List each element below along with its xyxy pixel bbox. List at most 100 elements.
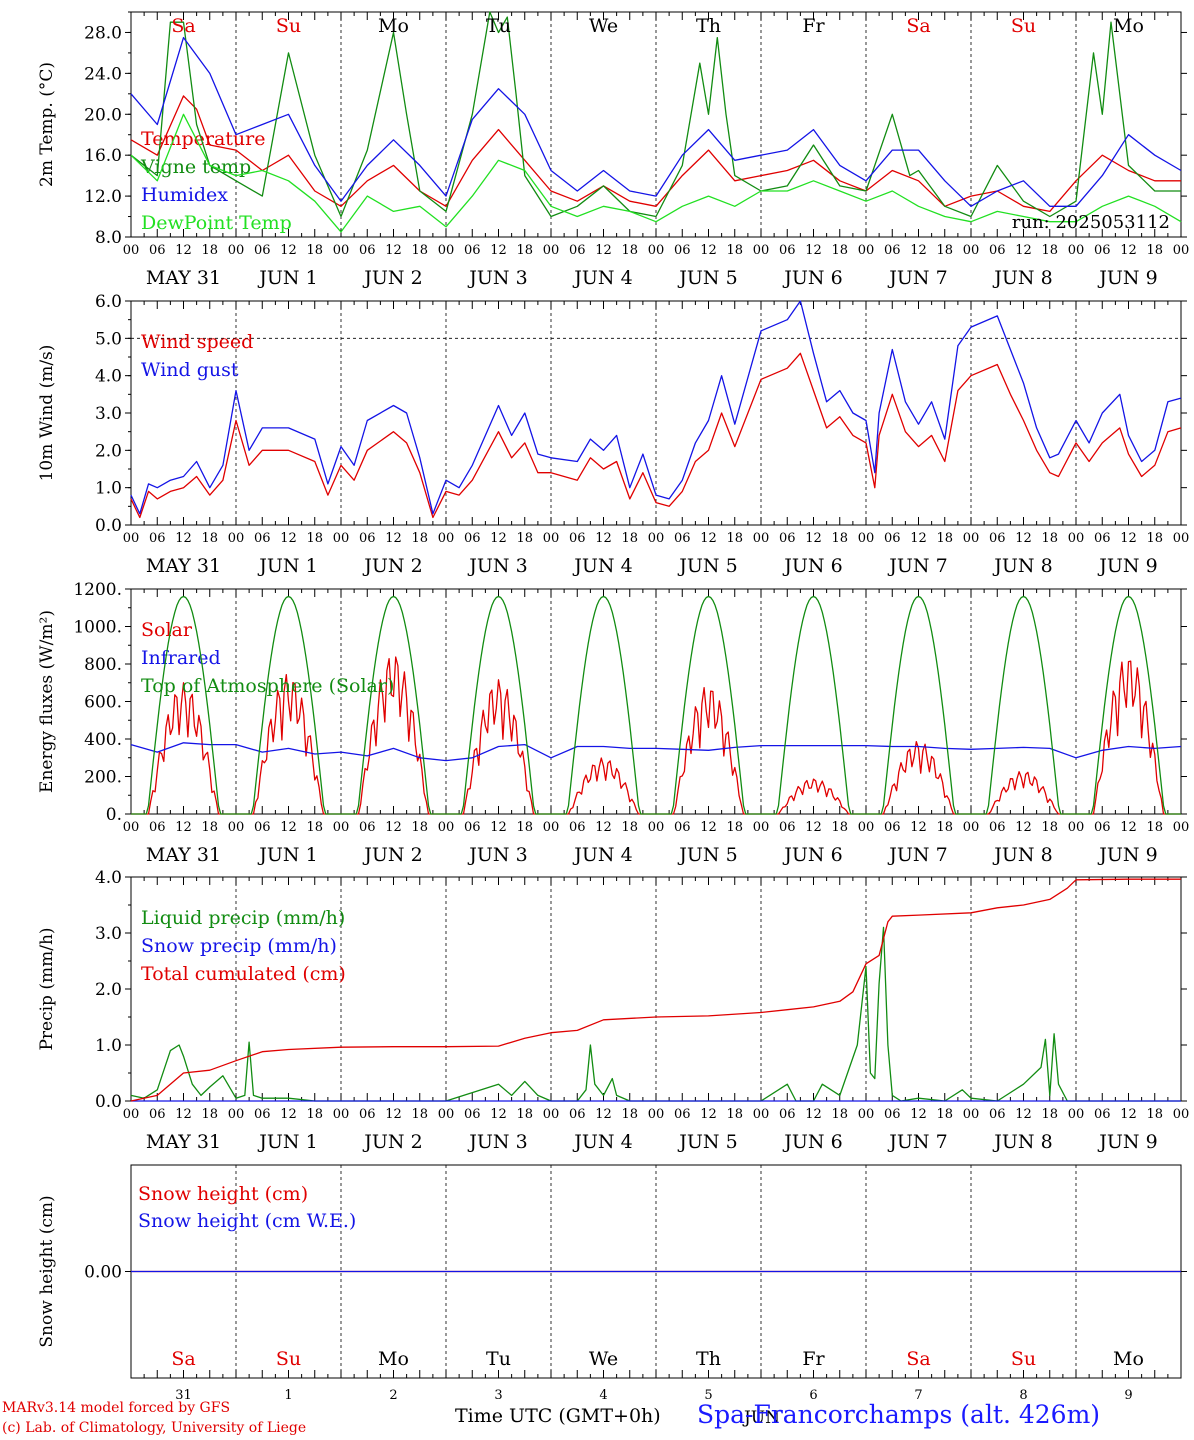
hour-tick-label: 00	[753, 820, 770, 835]
hour-tick-label: 00	[123, 243, 140, 258]
hour-tick-label: 00	[858, 1107, 875, 1122]
date-label: JUN 8	[992, 1131, 1052, 1153]
date-label: JUN 9	[1097, 555, 1157, 577]
hour-tick-label: 00	[648, 243, 665, 258]
date-label: JUN 8	[992, 267, 1052, 289]
hour-tick-label: 06	[989, 820, 1006, 835]
hour-tick-label: 18	[726, 531, 743, 546]
y-tick-label: 600.	[84, 693, 122, 713]
date-label: JUN 7	[887, 555, 947, 577]
day-number-label: 31	[175, 1388, 192, 1403]
date-label: JUN 2	[362, 555, 422, 577]
hour-tick-label: 00	[858, 820, 875, 835]
hour-tick-label: 00	[648, 531, 665, 546]
day-of-week-label: Su	[1011, 15, 1036, 37]
hour-tick-label: 12	[280, 531, 297, 546]
hour-tick-label: 00	[333, 243, 350, 258]
hour-tick-label: 12	[700, 243, 717, 258]
day-number-label: 8	[1019, 1388, 1027, 1403]
day-of-week-label: Sa	[171, 15, 195, 37]
hour-tick-label: 12	[490, 1107, 507, 1122]
y-tick-label: 16.0	[84, 146, 122, 166]
y-axis-title: Precip (mm/h)	[37, 927, 57, 1050]
hour-tick-label: 06	[884, 243, 901, 258]
hour-tick-label: 18	[936, 1107, 953, 1122]
legend-entry: Snow height (cm W.E.)	[138, 1210, 356, 1232]
legend-entry: Snow height (cm)	[138, 1183, 308, 1205]
hour-tick-label: 12	[385, 243, 402, 258]
hour-tick-label: 06	[464, 531, 481, 546]
hour-tick-label: 18	[831, 243, 848, 258]
day-of-week-label: We	[589, 15, 618, 37]
hour-tick-label: 12	[175, 243, 192, 258]
hour-tick-label: 06	[569, 243, 586, 258]
date-label: JUN 3	[467, 555, 527, 577]
date-label: JUN 5	[677, 267, 737, 289]
hour-tick-label: 00	[1173, 531, 1190, 546]
day-of-week-label: We	[589, 1348, 618, 1370]
hour-tick-label: 00	[123, 531, 140, 546]
hour-tick-label: 06	[884, 1107, 901, 1122]
hour-tick-label: 06	[464, 243, 481, 258]
y-tick-label: 5.0	[95, 329, 122, 349]
date-label: JUN 4	[572, 844, 632, 866]
hour-tick-label: 00	[438, 531, 455, 546]
hour-tick-label: 12	[175, 820, 192, 835]
hour-tick-label: 18	[306, 531, 323, 546]
hour-tick-label: 18	[1146, 243, 1163, 258]
series-line-temperature	[130, 95, 1181, 213]
hour-tick-label: 18	[306, 1107, 323, 1122]
hour-tick-label: 00	[1173, 820, 1190, 835]
date-label: JUN 2	[362, 1131, 422, 1153]
hour-tick-label: 00	[648, 1107, 665, 1122]
date-label: MAY 31	[146, 1131, 221, 1153]
hour-tick-label: 18	[516, 243, 533, 258]
series-line-wind-speed	[130, 352, 1182, 519]
day-of-week-label: Mo	[378, 1348, 409, 1370]
x-axis-title: Time UTC (GMT+0h)	[455, 1405, 661, 1427]
series-line-top-of-atmosphere-solar-	[131, 595, 1181, 815]
date-label: MAY 31	[146, 267, 221, 289]
hour-tick-label: 06	[674, 243, 691, 258]
day-number-label: 2	[389, 1388, 397, 1403]
hour-tick-label: 12	[1015, 1107, 1032, 1122]
hour-tick-label: 00	[963, 243, 980, 258]
date-label: JUN 5	[677, 844, 737, 866]
y-tick-label: 200.	[84, 768, 122, 788]
date-label: JUN 5	[677, 555, 737, 577]
hour-tick-label: 00	[1068, 243, 1085, 258]
hour-tick-label: 12	[385, 820, 402, 835]
y-tick-label: 1.0	[95, 1036, 122, 1056]
y-tick-label: 28.0	[84, 23, 122, 43]
day-of-week-label: Su	[1011, 1348, 1036, 1370]
hour-tick-label: 00	[1173, 1107, 1190, 1122]
y-tick-label: 1000.	[73, 618, 122, 638]
hour-tick-label: 00	[123, 820, 140, 835]
hour-tick-label: 00	[333, 820, 350, 835]
hour-tick-label: 06	[1094, 820, 1111, 835]
hour-tick-label: 12	[910, 531, 927, 546]
day-of-week-label: Su	[276, 15, 301, 37]
day-of-week-label: Fr	[802, 15, 825, 37]
hour-tick-label: 06	[884, 531, 901, 546]
hour-tick-label: 00	[1068, 1107, 1085, 1122]
date-label: JUN 7	[887, 1131, 947, 1153]
hour-tick-label: 12	[805, 1107, 822, 1122]
legend-entry: Vigne temp	[140, 156, 251, 178]
day-number-label: 5	[704, 1388, 712, 1403]
y-tick-label: 20.0	[84, 105, 122, 125]
y-tick-label: 2.0	[95, 441, 122, 461]
date-label: JUN 3	[467, 267, 527, 289]
y-axis-title: 10m Wind (m/s)	[37, 345, 57, 482]
hour-tick-label: 00	[963, 531, 980, 546]
hour-tick-label: 18	[621, 820, 638, 835]
y-tick-label: 8.0	[95, 228, 122, 248]
hour-tick-label: 12	[1015, 531, 1032, 546]
day-of-week-label: Mo	[1113, 15, 1144, 37]
date-label: JUN 1	[257, 555, 317, 577]
hour-tick-label: 12	[700, 1107, 717, 1122]
hour-tick-label: 12	[910, 243, 927, 258]
legend-entry: Snow precip (mm/h)	[141, 935, 337, 957]
hour-tick-label: 12	[385, 531, 402, 546]
day-of-week-label: Th	[696, 1348, 721, 1370]
